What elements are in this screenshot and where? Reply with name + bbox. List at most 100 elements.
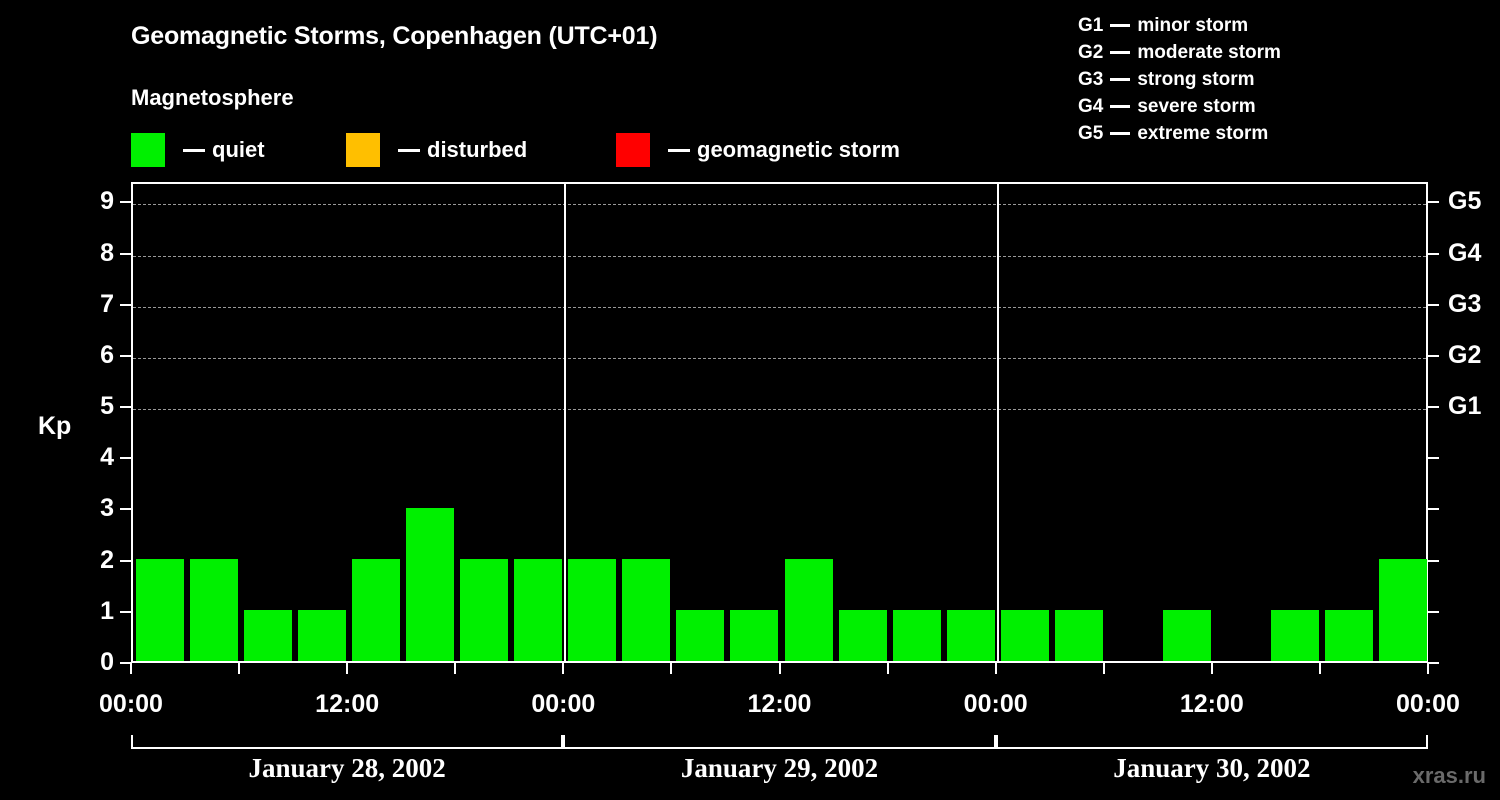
g-legend-code: G3 [1078, 68, 1104, 90]
g-legend-row-g4: G4 severe storm [1078, 93, 1281, 120]
y-tick-left-7 [120, 303, 131, 306]
x-tick-12h [346, 663, 349, 674]
y-tick-right-8 [1428, 252, 1439, 255]
bar-kp [892, 609, 941, 661]
plot-frame [131, 182, 1428, 663]
bar-kp [1324, 609, 1373, 661]
day-bracket-2 [563, 735, 996, 749]
x-tick-48h [994, 663, 997, 674]
g-legend-code: G4 [1078, 95, 1104, 117]
legend-swatch-geomagnetic-storm [616, 133, 650, 167]
x-axis-label-60h: 12:00 [1179, 690, 1244, 718]
y-tick-left-4 [120, 457, 131, 460]
y-axis-label-0: 0 [100, 648, 114, 676]
g-legend-row-g5: G5 extreme storm [1078, 120, 1281, 147]
g-scale-legend: G1 minor storm G2 moderate storm G3 strong st… [1078, 12, 1281, 147]
g-legend-description: minor storm [1137, 14, 1249, 36]
x-tick-0h [130, 663, 132, 674]
bar-kp [1000, 609, 1049, 661]
y-tick-left-6 [120, 354, 131, 357]
bar-kp [568, 558, 617, 661]
y-tick-left-2 [120, 559, 131, 562]
legend-entry-disturbed: disturbed [346, 133, 527, 167]
x-axis-label-72h: 00:00 [1396, 690, 1460, 718]
y-tick-left-0 [120, 662, 131, 664]
y-axis-label-9: 9 [100, 187, 114, 216]
g-legend-dash-icon [1110, 51, 1131, 54]
legend-dash-icon [183, 148, 205, 152]
g-axis-label-g1: G1 [1448, 392, 1482, 421]
x-tick-72h [1427, 663, 1429, 674]
bar-kp [1378, 558, 1427, 661]
day-label-3: January 30, 2002 [1113, 753, 1311, 783]
page-title: Geomagnetic Storms, Copenhagen (UTC+01) [131, 22, 658, 50]
bar-kp [784, 558, 833, 661]
y-axis-label-7: 7 [100, 289, 114, 318]
bar-kp [1054, 609, 1103, 661]
y-tick-right-7 [1428, 303, 1439, 306]
y-tick-right-4 [1428, 457, 1439, 460]
y-axis-label-5: 5 [100, 392, 114, 421]
legend-label: disturbed [427, 137, 528, 162]
y-tick-left-1 [120, 610, 131, 613]
g-axis-label-g4: G4 [1448, 238, 1482, 267]
day-divider-2 [996, 184, 999, 661]
bar-kp [676, 609, 725, 661]
gridline-kp-5 [133, 409, 1426, 411]
legend-swatch-quiet [131, 133, 165, 167]
x-tick-42h [886, 663, 889, 674]
y-axis-label-1: 1 [100, 596, 114, 625]
y-tick-left-3 [120, 508, 131, 511]
g-legend-code: G2 [1078, 41, 1104, 63]
y-axis-label-3: 3 [100, 494, 114, 523]
bar-kp [622, 558, 671, 661]
x-tick-30h [670, 663, 673, 674]
x-axis-label-36h: 12:00 [747, 690, 812, 718]
g-legend-row-g2: G2 moderate storm [1078, 39, 1281, 66]
y-tick-right-1 [1428, 610, 1439, 613]
legend-dash-icon [398, 148, 420, 152]
bar-kp [730, 609, 779, 661]
day-bracket-1 [131, 735, 564, 749]
y-axis-label-4: 4 [100, 443, 114, 472]
gridline-kp-6 [133, 357, 1426, 359]
bar-kp [838, 609, 887, 661]
legend-label: geomagnetic storm [697, 137, 900, 162]
g-legend-row-g1: G1 minor storm [1078, 12, 1281, 39]
x-tick-6h [238, 663, 241, 674]
bar-kp [136, 558, 185, 661]
gridline-kp-9 [133, 204, 1426, 206]
day-divider-1 [564, 184, 567, 661]
y-axis-label-2: 2 [100, 545, 114, 574]
bar-kp [946, 609, 995, 661]
x-tick-54h [1102, 663, 1105, 674]
day-label-2: January 29, 2002 [680, 753, 879, 783]
y-tick-right-3 [1428, 508, 1439, 511]
x-axis-label-12h: 12:00 [315, 690, 380, 718]
x-axis-label-0h: 00:00 [99, 690, 163, 718]
legend-entry-geomagnetic-storm: geomagnetic storm [616, 133, 900, 167]
g-legend-dash-icon [1110, 132, 1131, 135]
x-tick-36h [778, 663, 781, 674]
watermark: xras.ru [1412, 763, 1486, 788]
g-axis-label-g2: G2 [1448, 340, 1482, 369]
bar-kp [352, 558, 401, 661]
x-axis-label-24h: 00:00 [531, 690, 596, 718]
g-legend-description: moderate storm [1137, 41, 1281, 63]
bar-kp [298, 609, 347, 661]
y-axis-label-8: 8 [100, 238, 114, 267]
y-tick-left-8 [120, 252, 131, 255]
bar-kp [514, 558, 563, 661]
y-tick-right-0 [1428, 662, 1439, 664]
g-axis-label-g3: G3 [1448, 289, 1482, 318]
bar-kp [460, 558, 509, 661]
bar-kp [1162, 609, 1211, 661]
y-tick-right-2 [1428, 559, 1439, 562]
y-axis-label-6: 6 [100, 340, 114, 369]
chart-subtitle: Magnetosphere [131, 85, 294, 110]
y-tick-right-5 [1428, 406, 1439, 409]
x-tick-60h [1210, 663, 1213, 674]
g-legend-description: extreme storm [1137, 122, 1269, 144]
y-tick-right-6 [1428, 354, 1439, 357]
legend-dash-icon [668, 148, 690, 152]
